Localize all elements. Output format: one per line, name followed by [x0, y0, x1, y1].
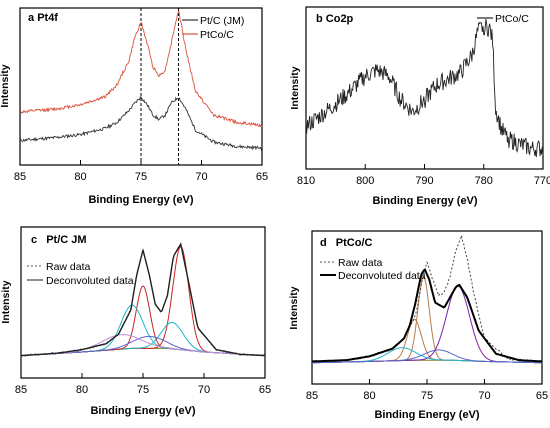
legend-ptcoc-b: PtCo/C — [495, 13, 529, 25]
x-tick-label: 85 — [306, 390, 318, 402]
legend-deconv-d: Deconvoluted data — [338, 270, 426, 282]
x-tick-label: 770 — [534, 175, 550, 187]
panel-b-title: b Co2p — [316, 13, 354, 25]
x-tick-label: 810 — [297, 175, 315, 187]
legend-deconv-c: Deconvoluted data — [46, 275, 134, 287]
panel-c-ylabel: Intensity — [0, 280, 12, 323]
panel-c: c Pt/C JM 85 80 75 70 65 Raw data Deconvolut… — [0, 226, 271, 417]
x-tick-label: 85 — [15, 384, 27, 396]
x-tick-label: 70 — [195, 171, 207, 183]
x-tick-label: 80 — [76, 384, 88, 396]
component-peak-1 — [20, 321, 266, 357]
series-deconvoluted-data — [312, 268, 542, 363]
series-pt-c-jm- — [19, 96, 263, 151]
series-ptco-c — [19, 10, 263, 128]
panel-d: d PtCo/C 85 80 75 70 65 Raw data Deconvolute… — [288, 230, 548, 421]
panel-b-ylabel: Intensity — [289, 66, 301, 109]
x-tick-label: 65 — [256, 171, 268, 183]
legend-ptc-jm: Pt/C (JM) — [200, 15, 244, 27]
x-tick-label: 70 — [198, 384, 210, 396]
panel-b: b Co2p 810 800 790 780 770 PtCo/C Intensity … — [289, 6, 550, 207]
x-tick-label: 65 — [536, 390, 548, 402]
panel-d-legend: Raw data Deconvoluted data — [320, 257, 426, 282]
x-tick-label: 75 — [137, 384, 149, 396]
x-tick-label: 780 — [475, 175, 493, 187]
x-tick-label: 790 — [415, 175, 433, 187]
component-peak-0 — [312, 276, 542, 364]
panel-b-frame — [305, 6, 544, 170]
legend-raw-data-d: Raw data — [338, 257, 383, 269]
series-deconvoluted-data — [20, 242, 266, 357]
legend-ptcoc: PtCo/C — [200, 29, 234, 41]
panel-c-title: c Pt/C JM — [31, 234, 87, 246]
component-peak-4 — [312, 349, 542, 364]
panel-b-xlabel: Binding Energy (eV) — [372, 195, 477, 207]
panel-a-ylabel: Intensity — [0, 64, 11, 107]
panel-d-title: d PtCo/C — [320, 237, 373, 249]
panel-c-xlabel: Binding Energy (eV) — [90, 405, 195, 417]
panel-a: a Pt4f 85 80 75 70 65 Pt/C (JM) PtCo/C Inten… — [0, 7, 268, 206]
series-raw-data — [311, 235, 543, 363]
component-peak-2 — [20, 285, 266, 357]
x-tick-label: 80 — [363, 390, 375, 402]
panel-b-legend: PtCo/C — [477, 13, 529, 25]
panel-a-legend: Pt/C (JM) PtCo/C — [182, 15, 244, 41]
x-tick-label: 65 — [259, 384, 271, 396]
x-tick-label: 80 — [74, 171, 86, 183]
panel-c-legend: Raw data Deconvoluted data — [27, 261, 134, 287]
x-tick-label: 75 — [135, 171, 147, 183]
panel-d-xlabel: Binding Energy (eV) — [374, 409, 479, 421]
panel-a-title: a Pt4f — [28, 12, 58, 24]
panel-a-xlabel: Binding Energy (eV) — [88, 194, 193, 206]
component-peak-2 — [312, 285, 542, 364]
x-tick-label: 75 — [421, 390, 433, 402]
x-tick-label: 70 — [478, 390, 490, 402]
x-tick-label: 85 — [14, 171, 26, 183]
legend-raw-data-c: Raw data — [46, 261, 91, 273]
panel-d-ylabel: Intensity — [288, 286, 300, 329]
series-ptco-c — [305, 19, 544, 158]
x-tick-label: 800 — [356, 175, 374, 187]
